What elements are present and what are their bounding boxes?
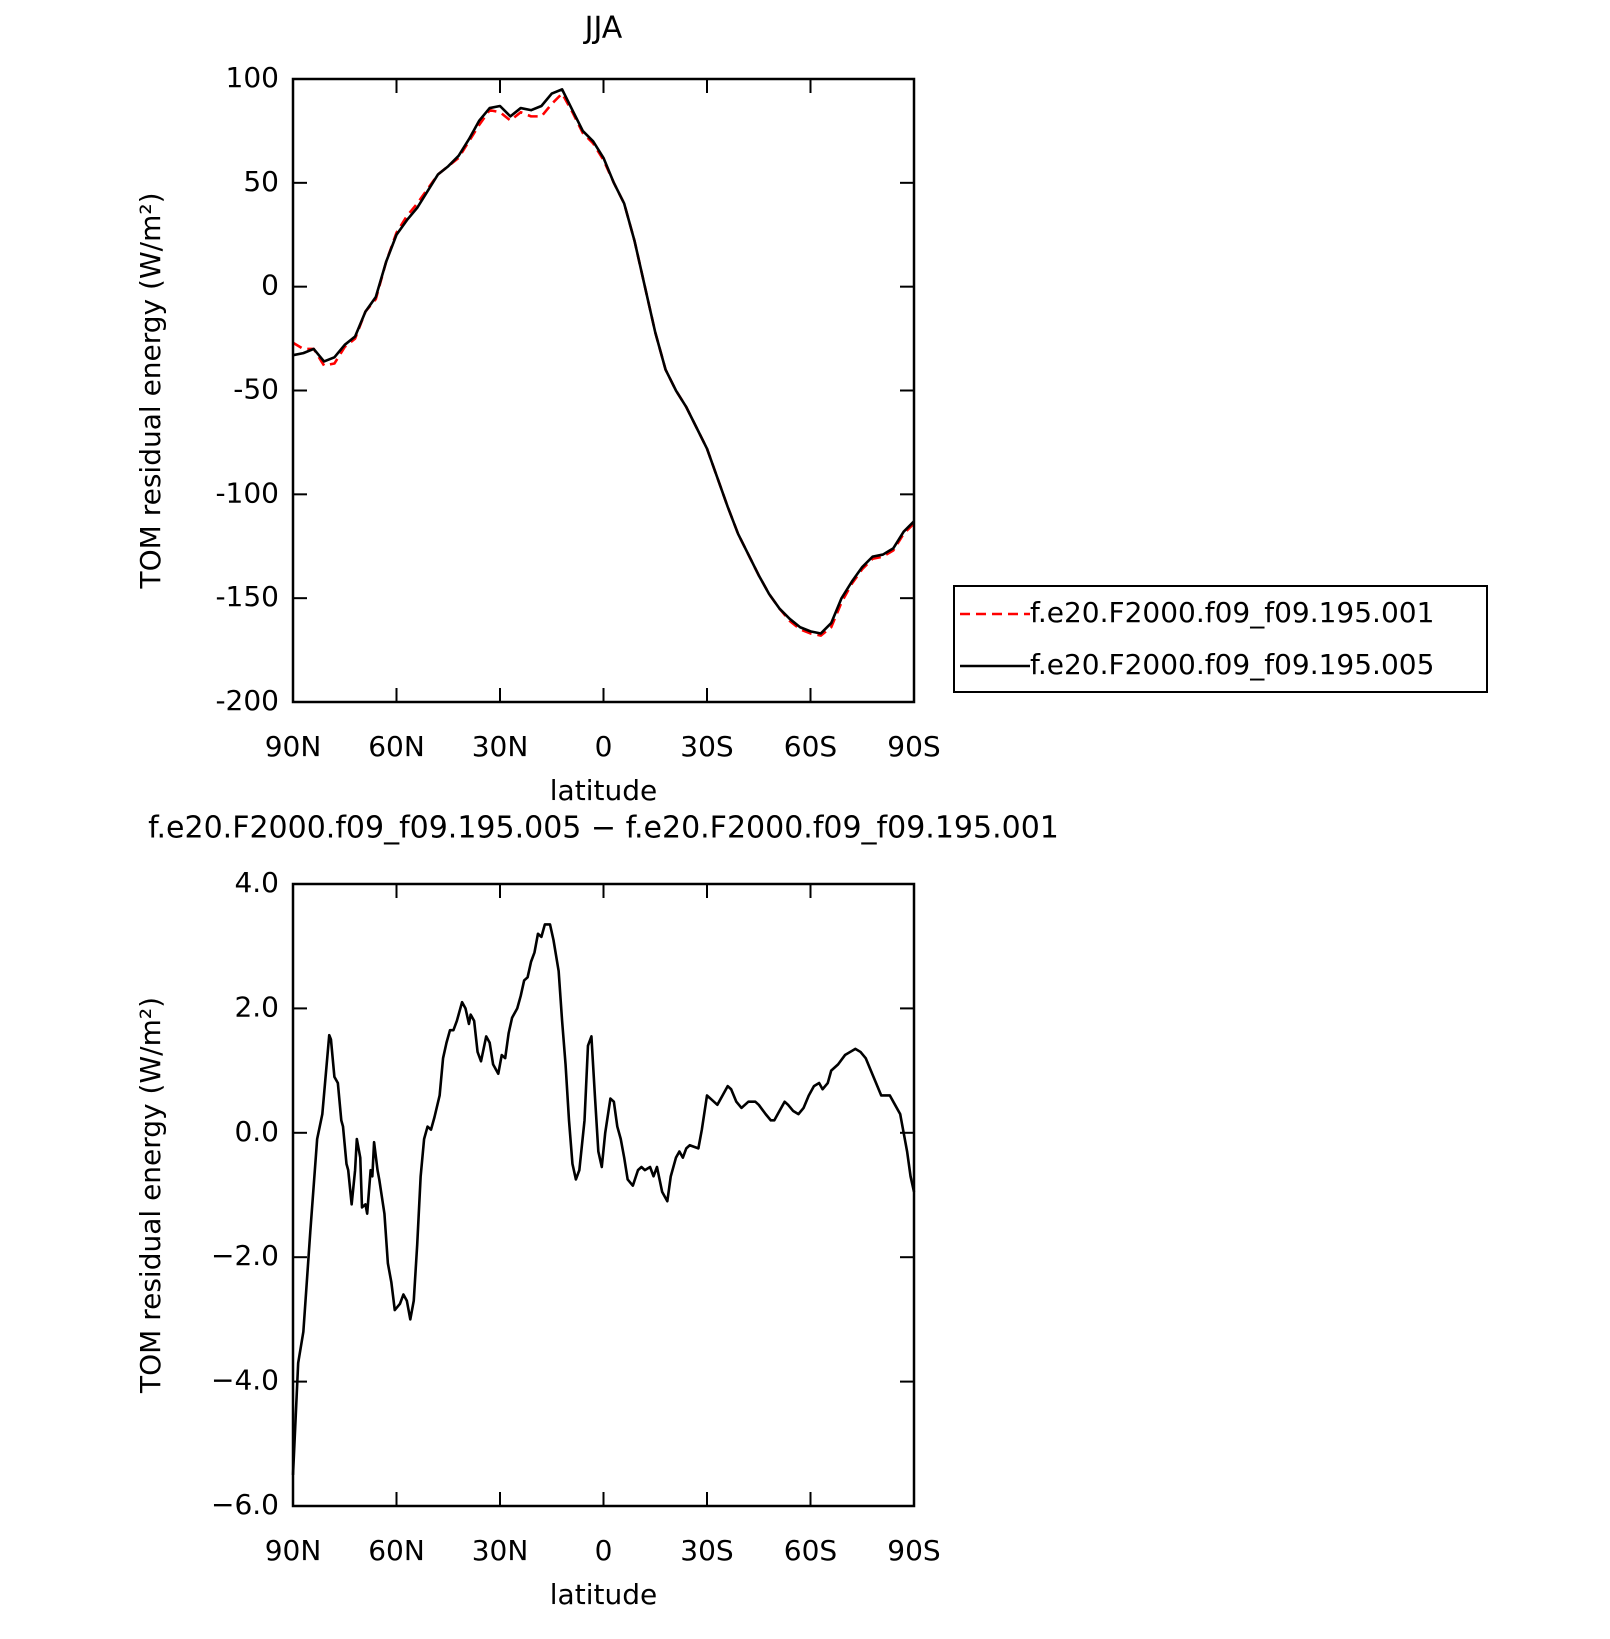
y-axis-label: TOM residual energy (W/m²) (134, 997, 167, 1394)
chart-title: f.e20.F2000.f09_f09.195.005 − f.e20.F200… (148, 811, 1059, 846)
x-tick-label: 90S (887, 730, 940, 763)
y-tick-label: 4.0 (234, 866, 279, 899)
y-axis-label: TOM residual energy (W/m²) (134, 193, 167, 590)
x-tick-label: 90N (265, 730, 322, 763)
x-axis-label: latitude (550, 1578, 657, 1611)
y-tick-label: 50 (243, 165, 279, 198)
legend-label: f.e20.F2000.f09_f09.195.005 (1030, 648, 1434, 681)
series-line (291, 923, 916, 1475)
y-tick-label: -100 (215, 476, 279, 509)
y-tick-label: -150 (215, 580, 279, 613)
y-tick-label: 100 (226, 61, 279, 94)
x-tick-label: 60N (368, 1534, 425, 1567)
x-tick-label: 0 (595, 730, 613, 763)
legend-box (953, 585, 1488, 693)
x-tick-label: 60S (784, 1534, 837, 1567)
x-tick-label: 90S (887, 1534, 940, 1567)
x-tick-label: 30N (472, 730, 529, 763)
x-tick-label: 30N (472, 1534, 529, 1567)
x-axis-label: latitude (550, 774, 657, 807)
plot-frame (291, 882, 916, 1508)
y-tick-label: -50 (233, 373, 279, 406)
y-tick-label: -200 (215, 684, 279, 717)
y-tick-label: −4.0 (211, 1364, 279, 1397)
x-tick-label: 0 (595, 1534, 613, 1567)
y-tick-label: −2.0 (211, 1239, 279, 1272)
y-tick-label: −6.0 (211, 1488, 279, 1521)
chart-title: JJA (583, 11, 623, 46)
y-tick-label: 0 (261, 269, 279, 302)
x-tick-label: 30S (680, 730, 733, 763)
series-line (292, 92, 915, 637)
x-tick-label: 60N (368, 730, 425, 763)
x-tick-label: 60S (784, 730, 837, 763)
plot-frame (291, 77, 916, 704)
x-tick-label: 90N (265, 1534, 322, 1567)
y-tick-label: 2.0 (234, 990, 279, 1023)
y-tick-label: 0.0 (234, 1115, 279, 1148)
legend-label: f.e20.F2000.f09_f09.195.001 (1030, 596, 1434, 629)
x-tick-label: 30S (680, 1534, 733, 1567)
series-line (292, 88, 915, 635)
